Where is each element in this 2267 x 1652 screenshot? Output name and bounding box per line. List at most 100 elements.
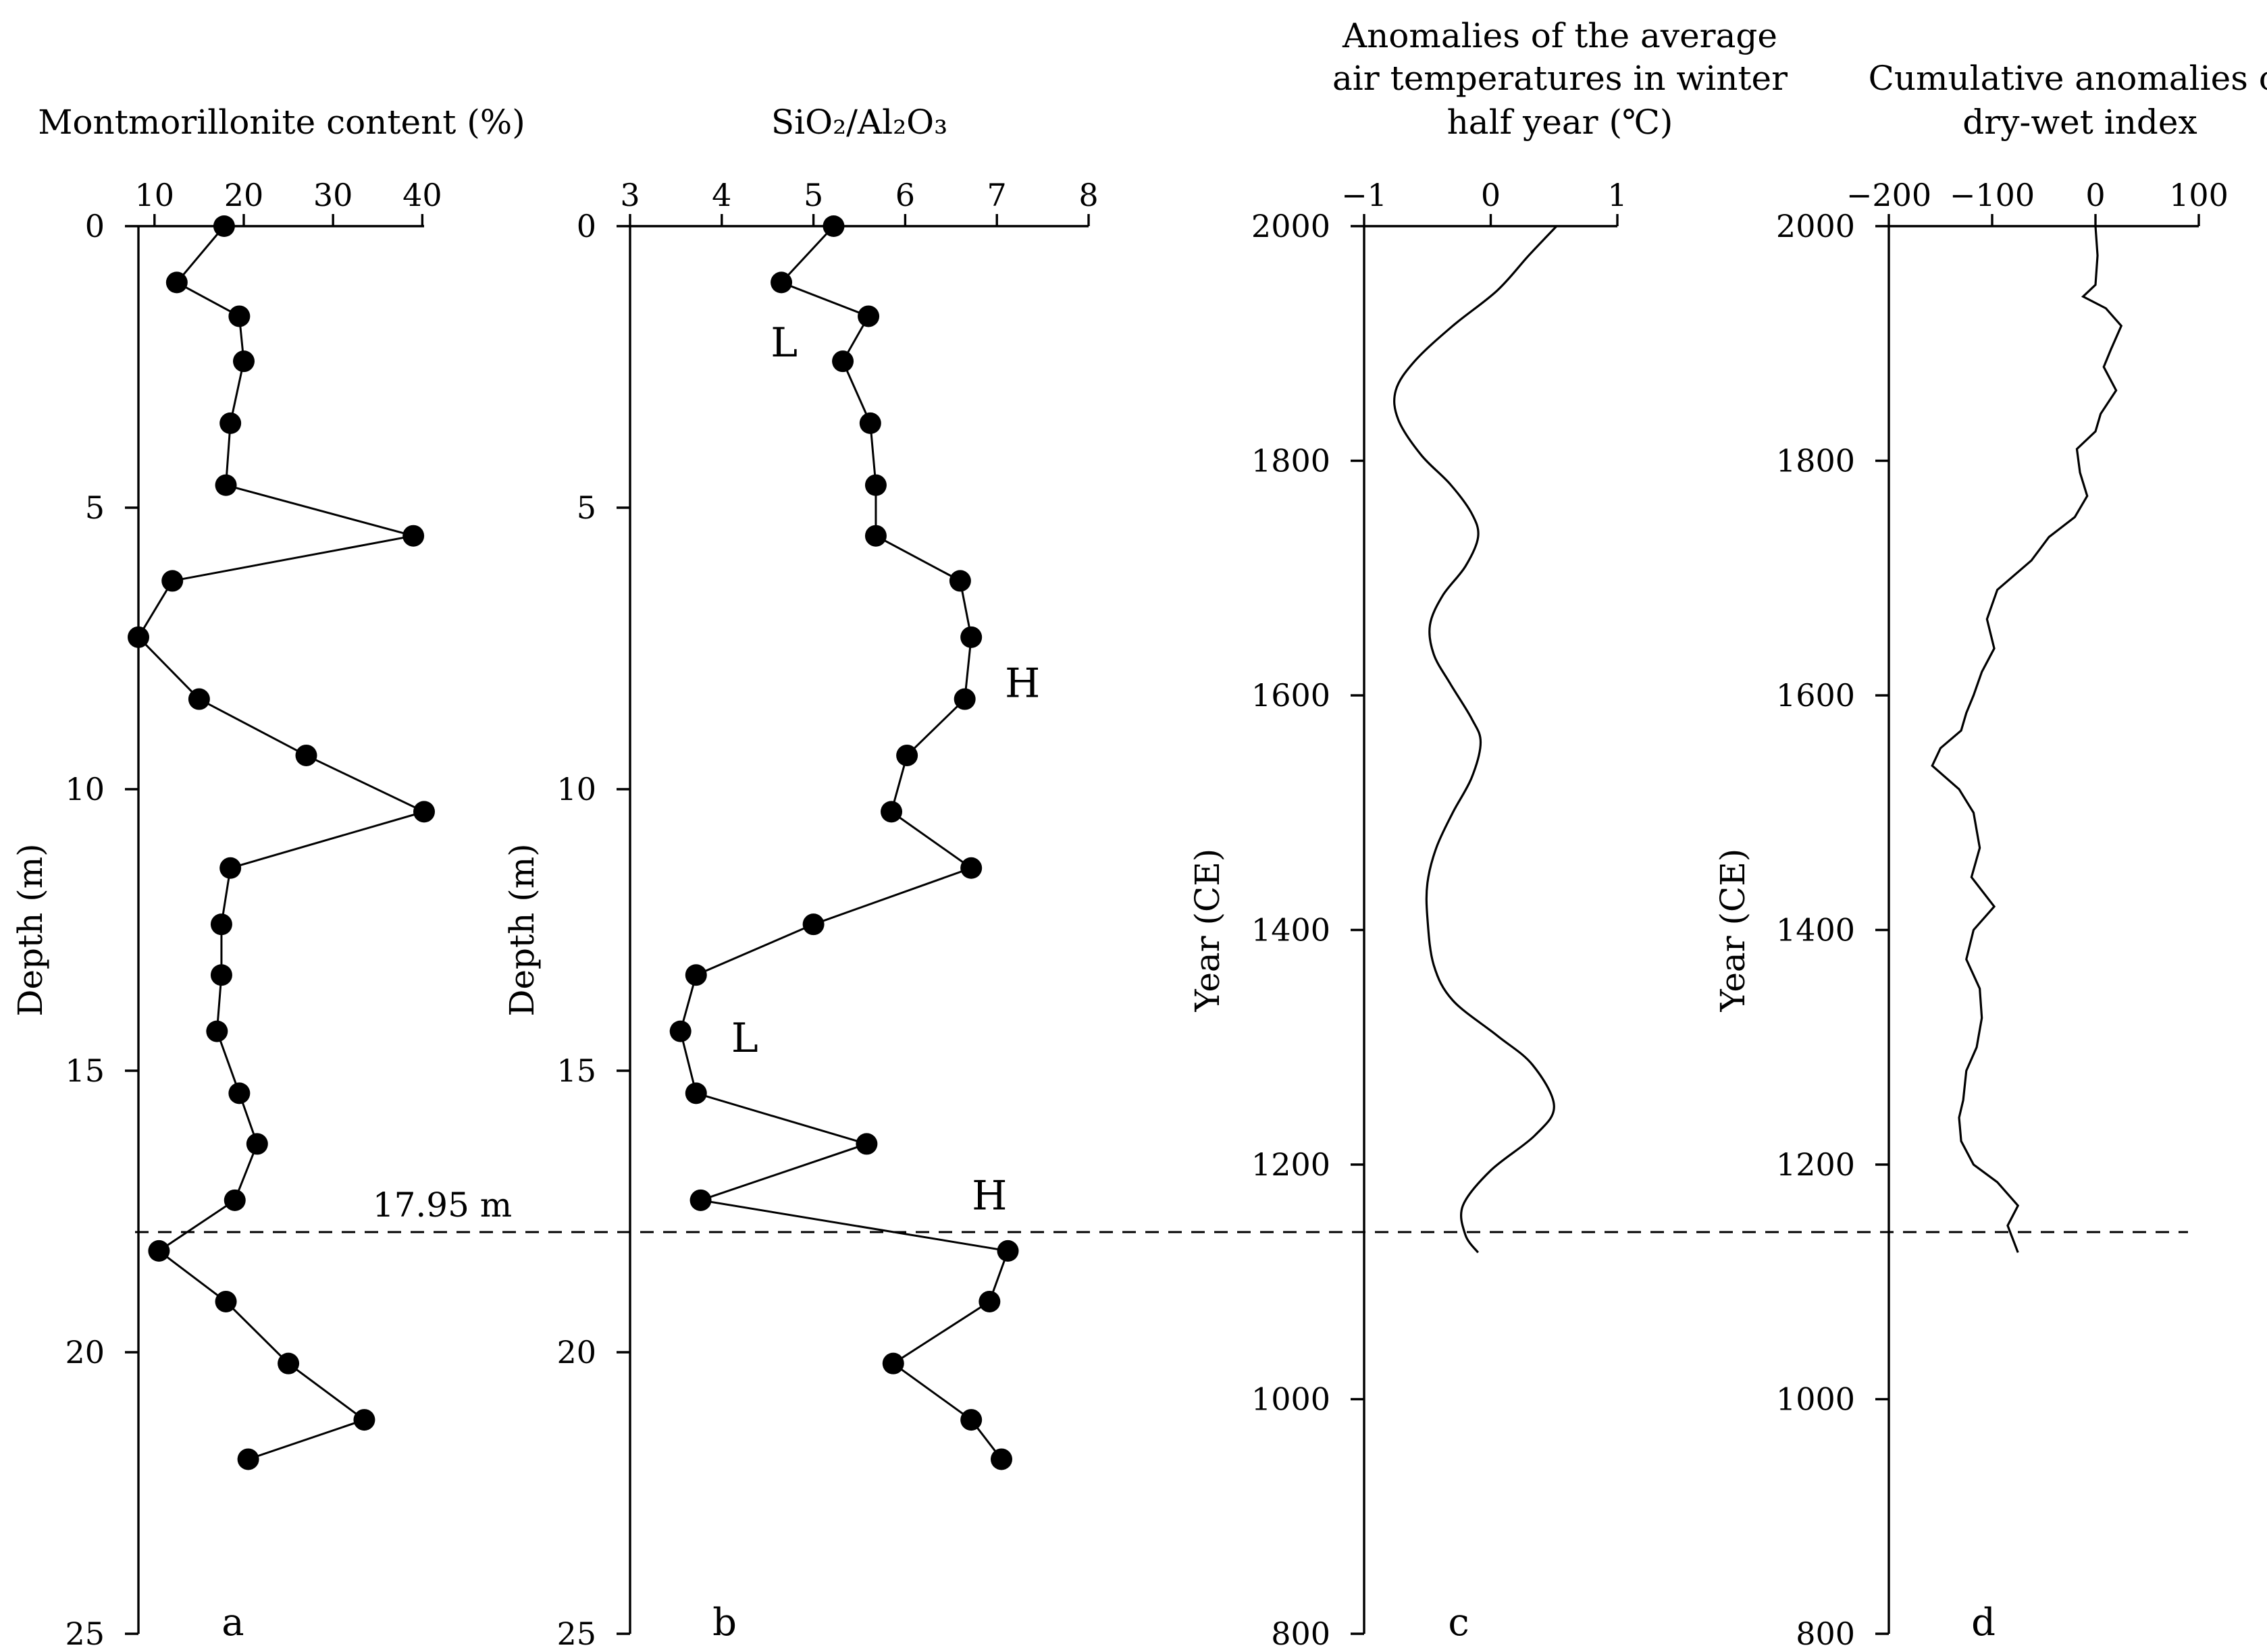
data-point — [228, 1082, 251, 1104]
data-point — [881, 801, 903, 823]
annotation-label: H — [1005, 660, 1040, 708]
data-point — [979, 1290, 1001, 1312]
data-point — [997, 1240, 1019, 1262]
x-tick-label: 3 — [620, 177, 640, 213]
data-point — [858, 305, 880, 327]
data-point — [990, 1448, 1012, 1470]
data-point — [210, 913, 232, 936]
connecting-line — [679, 225, 1010, 1460]
panel-label: b — [712, 1601, 737, 1645]
data-point — [224, 1189, 246, 1211]
data-point — [864, 474, 887, 496]
reference-line-group: 17.95 m — [135, 1185, 2188, 1233]
y-tick-label: 800 — [1796, 1616, 1855, 1652]
x-tick-label: −1 — [1341, 177, 1387, 213]
y-tick-label: 5 — [577, 489, 596, 526]
y-tick-label: 0 — [577, 208, 596, 244]
y-axis-label: Depth (m) — [502, 843, 542, 1016]
x-tick-label: 7 — [987, 177, 1007, 213]
panel-label: a — [222, 1601, 244, 1645]
y-tick-label: 15 — [556, 1053, 596, 1089]
panel-c-winter-temperature-anomalies: −1 0 1800100012001400160018002000Anomalies… — [1188, 16, 1788, 1652]
x-tick-label: 20 — [224, 177, 264, 213]
data-series-line — [1393, 225, 1558, 1254]
y-tick-label: 2000 — [1251, 208, 1330, 244]
y-axis-label: Year (CE) — [1713, 849, 1752, 1013]
annotation-label: H — [972, 1172, 1007, 1219]
data-point — [689, 1189, 712, 1211]
x-tick-label: 6 — [895, 177, 915, 213]
data-point — [685, 1082, 707, 1104]
reference-line-label: 17.95 m — [373, 1185, 512, 1225]
x-tick-label: 100 — [2169, 177, 2229, 213]
data-point — [161, 570, 184, 592]
y-tick-label: 5 — [85, 489, 105, 526]
y-tick-label: 2000 — [1776, 208, 1855, 244]
data-point — [353, 1409, 375, 1431]
x-tick-label: 1 — [1607, 177, 1627, 213]
panel-b-sio2-al2o3: 3 4 5 6 7 8 0 5 10 15 20 25 SiO₂/Al₂O₃ Depth (m) b L H L H — [502, 103, 1099, 1652]
data-series-line — [1931, 225, 2123, 1253]
x-tick-label: 5 — [804, 177, 823, 213]
y-tick-label: 1400 — [1251, 912, 1330, 949]
y-tick-label: 1600 — [1251, 677, 1330, 714]
data-point — [128, 626, 149, 648]
data-point — [228, 305, 251, 327]
y-tick-label: 1000 — [1251, 1381, 1330, 1418]
y-tick-label: 15 — [65, 1053, 105, 1089]
data-point — [232, 350, 255, 373]
data-point — [246, 1133, 268, 1155]
data-point — [823, 215, 845, 237]
y-tick-label: 800 — [1271, 1616, 1330, 1652]
data-point — [278, 1352, 300, 1375]
annotation-label: L — [731, 1015, 758, 1062]
y-tick-label: 25 — [556, 1616, 596, 1652]
connecting-line — [137, 225, 427, 1460]
panel-label: c — [1448, 1601, 1469, 1645]
data-point — [856, 1133, 878, 1155]
chart-title-line: Montmorillonite content (%) — [38, 103, 525, 142]
data-point — [219, 857, 242, 879]
data-point — [949, 570, 971, 592]
data-point — [832, 350, 854, 373]
panel-d-dry-wet-index: −200 −100 0 100 800 1000 1200 1400 1600 1800 2000 C… — [1713, 59, 2267, 1652]
data-point — [882, 1352, 904, 1375]
data-point — [954, 688, 976, 710]
chart-title-line: Anomalies of the average — [1342, 16, 1777, 55]
panel-label: d — [1971, 1601, 1996, 1645]
x-tick-label: 30 — [313, 177, 353, 213]
chart-title-line: half year (℃) — [1447, 103, 1673, 142]
chart-title-line: dry-wet index — [1962, 103, 2197, 142]
data-point — [771, 271, 793, 294]
data-point — [960, 1409, 983, 1431]
y-axis-label: Year (CE) — [1188, 849, 1227, 1013]
data-point — [864, 525, 887, 547]
x-tick-label: 0 — [2085, 177, 2105, 213]
y-tick-label: 1800 — [1251, 443, 1330, 479]
y-tick-label: 20 — [65, 1334, 105, 1370]
x-tick-label: −100 — [1950, 177, 2035, 213]
data-point — [237, 1448, 259, 1470]
y-tick-label: 1200 — [1776, 1146, 1855, 1183]
chart-title-line: SiO₂/Al₂O₃ — [771, 103, 947, 142]
data-point — [206, 1020, 228, 1042]
x-tick-label: 8 — [1078, 177, 1098, 213]
x-tick-label: 10 — [135, 177, 175, 213]
data-point — [148, 1240, 170, 1262]
panel-a-montmorillonite: 10 20 30 40 0 5 10 15 20 25 Montmorillonite conten… — [11, 103, 525, 1652]
y-tick-label: 20 — [556, 1334, 596, 1370]
data-point — [413, 801, 435, 823]
y-tick-label: 1800 — [1776, 443, 1855, 479]
data-point — [960, 857, 983, 879]
data-point — [896, 744, 918, 766]
data-point — [215, 474, 237, 496]
y-tick-label: 0 — [85, 208, 105, 244]
data-point — [295, 744, 317, 766]
y-tick-label: 1400 — [1776, 912, 1855, 949]
y-tick-label: 1600 — [1776, 677, 1855, 714]
y-tick-label: 10 — [65, 771, 105, 807]
data-point — [859, 412, 881, 434]
y-axis-label: Depth (m) — [11, 843, 50, 1016]
chart-title-line: air temperatures in winter — [1332, 59, 1788, 98]
data-point — [213, 215, 235, 237]
